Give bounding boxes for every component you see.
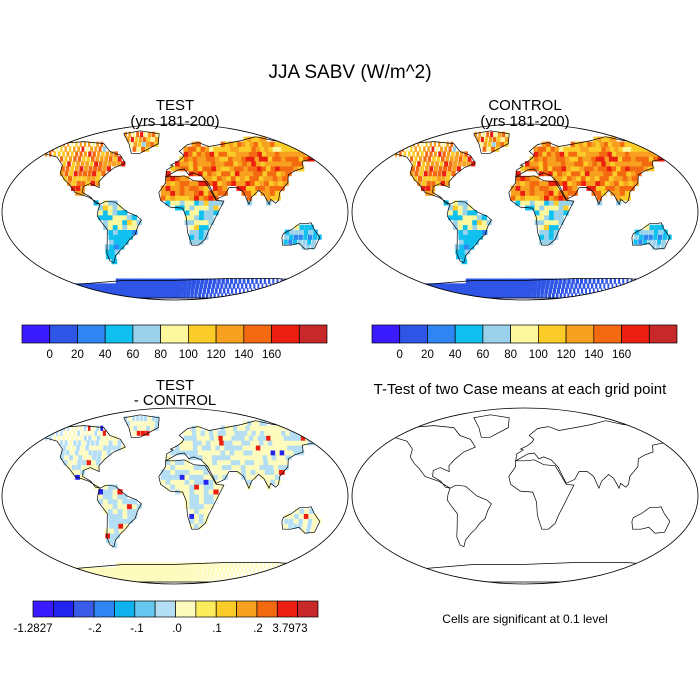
diff-map-border xyxy=(1,407,349,585)
diff-colorbar-swatch xyxy=(114,600,136,618)
diff-colorbar-swatch xyxy=(276,600,298,618)
diff-colorbar-swatch xyxy=(297,600,319,618)
ttest-map-border xyxy=(351,407,699,585)
control-colorbar-swatch xyxy=(621,324,650,344)
control-colorbar-swatch xyxy=(538,324,567,344)
test-panel-title: TEST xyxy=(155,97,195,114)
test-colorbar: 0 20 40 60 80 100 120 140 160 xyxy=(21,324,328,361)
test-colorbar-swatch xyxy=(215,324,245,344)
diff-colorbar-tick-label: -.2 xyxy=(88,623,101,635)
diff-colorbar-swatch xyxy=(134,600,156,618)
diff-map xyxy=(1,407,349,585)
test-colorbar-tick-label: 80 xyxy=(154,349,167,361)
test-colorbar-tick-label: 140 xyxy=(234,349,253,361)
control-colorbar-tick-label: 100 xyxy=(529,349,548,361)
control-colorbar-swatch xyxy=(648,324,678,344)
diff-colorbar-swatch xyxy=(175,600,197,618)
control-map-border xyxy=(351,123,699,301)
control-colorbar-swatch xyxy=(427,324,456,344)
diff-colorbar-swatch xyxy=(32,600,54,618)
test-colorbar-tick-label: 120 xyxy=(206,349,225,361)
diff-panel-subtitle: - CONTROL xyxy=(133,392,217,409)
diff-colorbar-tick-label: 3.7973 xyxy=(272,623,307,635)
diff-colorbar-swatch xyxy=(256,600,278,618)
test-colorbar-tick-label: 60 xyxy=(127,349,140,361)
control-colorbar-swatch xyxy=(399,324,428,344)
test-colorbar-swatch xyxy=(21,324,51,344)
control-colorbar-swatch xyxy=(593,324,622,344)
test-colorbar-tick-label: 0 xyxy=(47,349,53,361)
diff-colorbar-swatch xyxy=(53,600,75,618)
control-colorbar-tick-label: 20 xyxy=(421,349,434,361)
control-colorbar-tick-label: 120 xyxy=(556,349,575,361)
diff-colorbar-tick-label: -1.2827 xyxy=(13,623,52,635)
diff-colorbar-swatch xyxy=(236,600,258,618)
control-colorbar-swatch xyxy=(510,324,539,344)
test-map-coastlines xyxy=(24,130,328,299)
diff-map-cells xyxy=(26,415,328,583)
control-colorbar-tick-label: 160 xyxy=(612,349,631,361)
test-colorbar-swatch xyxy=(160,324,189,344)
control-colorbar-tick-label: 80 xyxy=(504,349,517,361)
diff-colorbar-swatch xyxy=(73,600,95,618)
diff-colorbar-swatch xyxy=(215,600,237,618)
control-map-coastlines xyxy=(374,130,678,299)
test-colorbar-swatch xyxy=(104,324,134,344)
control-colorbar-swatch xyxy=(454,324,484,344)
diff-colorbar-swatch xyxy=(154,600,176,618)
test-colorbar-tick-label: 20 xyxy=(71,349,84,361)
control-colorbar: 0 20 40 60 80 100 120 140 160 xyxy=(371,324,678,361)
control-colorbar-tick-label: 40 xyxy=(449,349,462,361)
diff-colorbar-tick-label: -.1 xyxy=(130,623,143,635)
diff-panel-title: TEST xyxy=(155,377,195,394)
control-colorbar-swatch xyxy=(371,324,401,344)
test-panel-subtitle: (yrs 181-200) xyxy=(130,113,220,130)
control-colorbar-tick-label: 0 xyxy=(397,349,403,361)
control-colorbar-swatch xyxy=(565,324,595,344)
figure-title: JJA SABV (W/m^2) xyxy=(268,62,432,83)
control-colorbar-swatch xyxy=(482,324,511,344)
test-colorbar-swatch xyxy=(132,324,161,344)
control-panel-title: CONTROL xyxy=(488,97,562,114)
diff-map-coastlines xyxy=(24,414,328,583)
diff-colorbar-swatch xyxy=(195,600,217,618)
test-colorbar-swatch xyxy=(188,324,217,344)
test-colorbar-tick-label: 100 xyxy=(179,349,198,361)
test-colorbar-swatch xyxy=(271,324,300,344)
test-colorbar-tick-label: 160 xyxy=(262,349,281,361)
test-map-border xyxy=(1,123,349,301)
test-colorbar-swatch xyxy=(243,324,272,344)
diff-colorbar-swatch xyxy=(93,600,115,618)
diff-colorbar-tick-label: .0 xyxy=(172,623,182,635)
ttest-map-coastlines xyxy=(374,414,678,583)
ttest-panel-title: T-Test of two Case means at each grid po… xyxy=(373,381,667,398)
test-colorbar-swatch xyxy=(77,324,106,344)
diff-colorbar-tick-label: .2 xyxy=(253,623,263,635)
test-colorbar-swatch xyxy=(49,324,78,344)
significance-note: Cells are significant at 0.1 level xyxy=(442,612,608,626)
control-colorbar-tick-label: 60 xyxy=(477,349,490,361)
control-colorbar-tick-label: 140 xyxy=(584,349,603,361)
ttest-map xyxy=(351,407,699,585)
test-colorbar-tick-label: 40 xyxy=(99,349,112,361)
control-panel-subtitle: (yrs 181-200) xyxy=(480,113,570,130)
diff-colorbar: -1.2827 -.2 -.1 .0 .1 .2 3.7973 xyxy=(13,600,319,635)
test-colorbar-swatch xyxy=(298,324,328,344)
diff-colorbar-tick-label: .1 xyxy=(212,623,222,635)
